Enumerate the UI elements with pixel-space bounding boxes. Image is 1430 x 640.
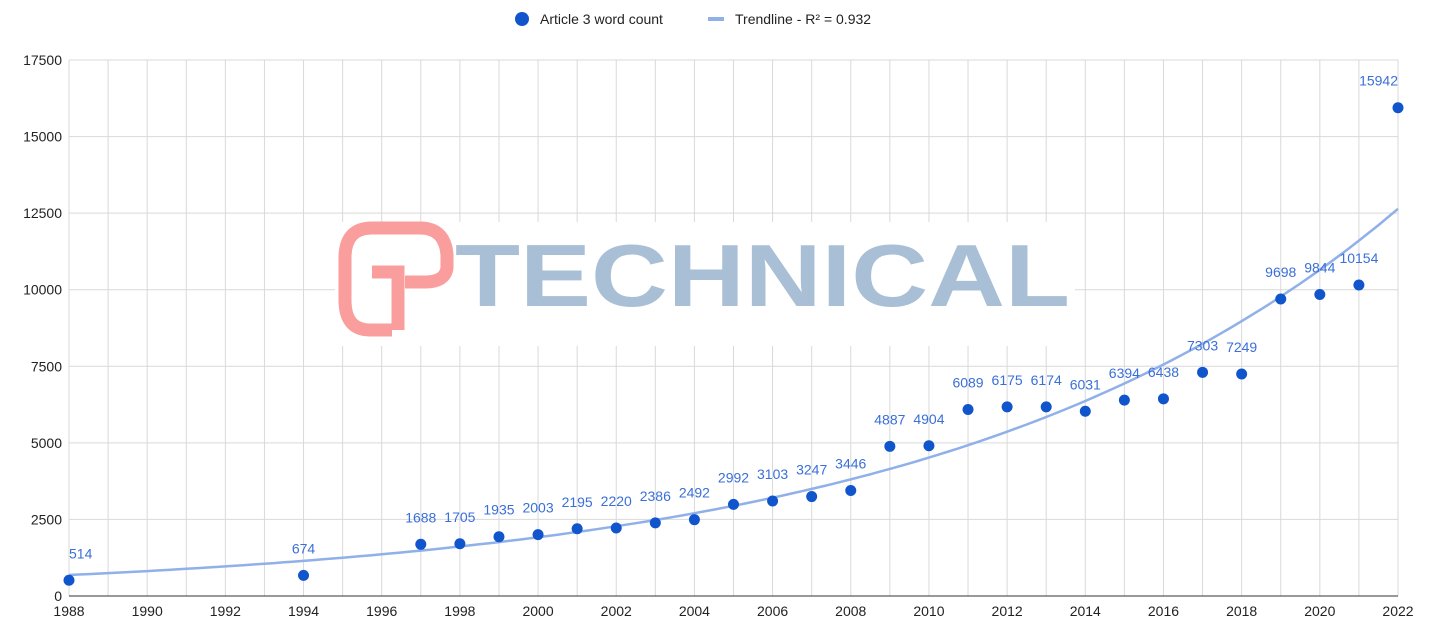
y-tick-label: 0	[54, 588, 62, 604]
legend-label-series: Article 3 word count	[540, 11, 663, 27]
data-label: 10154	[1339, 250, 1378, 266]
data-point	[610, 522, 622, 534]
data-labels: 514 674 1688 1705 1935 2003 2195 2220 2386 2492 29…	[69, 73, 1398, 562]
y-tick-label: 2500	[31, 511, 62, 527]
x-tick-label: 1994	[288, 603, 319, 619]
data-label: 7249	[1226, 339, 1257, 355]
data-label: 7303	[1187, 337, 1218, 353]
data-point	[63, 574, 75, 586]
data-point	[806, 491, 818, 503]
x-tick-label: 2004	[679, 603, 710, 619]
data-point	[532, 529, 544, 541]
x-tick-label: 2016	[1148, 603, 1179, 619]
legend-marker-trendline	[708, 17, 724, 21]
y-tick-label: 17500	[23, 52, 62, 68]
data-label: 1688	[405, 509, 436, 525]
data-label: 1935	[483, 502, 514, 518]
x-tick-label: 1990	[132, 603, 163, 619]
data-point	[962, 404, 974, 416]
data-label: 6175	[992, 372, 1023, 388]
x-tick-label: 2018	[1226, 603, 1257, 619]
data-point	[1275, 293, 1287, 305]
y-tick-label: 12500	[23, 205, 62, 221]
data-point	[1118, 394, 1130, 406]
x-tick-label: 2012	[992, 603, 1023, 619]
x-tick-label: 2020	[1304, 603, 1335, 619]
y-tick-label: 5000	[31, 435, 62, 451]
data-label: 2220	[601, 493, 632, 509]
data-point	[298, 569, 310, 581]
data-label: 514	[69, 545, 93, 561]
data-label: 6031	[1070, 376, 1101, 392]
data-label: 6174	[1031, 372, 1062, 388]
data-point	[454, 538, 466, 550]
data-point	[1079, 405, 1091, 417]
data-point	[571, 523, 583, 535]
data-label: 4887	[874, 411, 905, 427]
x-tick-label: 1996	[366, 603, 397, 619]
y-tick-label: 10000	[23, 282, 62, 298]
data-point	[649, 517, 661, 529]
data-point	[1001, 401, 1013, 413]
data-label: 2492	[679, 485, 710, 501]
x-tick-label: 2008	[835, 603, 866, 619]
data-point	[728, 498, 739, 510]
data-point	[884, 440, 896, 452]
data-label: 4904	[913, 411, 944, 427]
data-label: 6394	[1109, 365, 1140, 381]
data-label: 9844	[1304, 259, 1335, 275]
data-point	[1157, 393, 1169, 405]
legend: Article 3 word count Trendline - R² = 0.…	[515, 11, 871, 27]
data-label: 6089	[952, 375, 983, 391]
data-point	[1236, 368, 1248, 380]
data-point	[493, 531, 505, 543]
data-label: 2992	[718, 469, 749, 485]
x-tick-label: 2006	[757, 603, 788, 619]
legend-label-trendline: Trendline - R² = 0.932	[735, 11, 871, 27]
data-label: 6438	[1148, 364, 1179, 380]
data-label: 15942	[1359, 73, 1398, 89]
x-tick-label: 2010	[913, 603, 944, 619]
data-point	[845, 484, 857, 496]
data-points	[63, 102, 1404, 586]
y-tick-label: 7500	[31, 358, 62, 374]
axes: 0 2500 5000 7500 10000 12500 15000 17500 1988 199…	[23, 52, 1414, 619]
x-tick-label: 2002	[601, 603, 632, 619]
data-point	[1040, 401, 1052, 413]
data-label: 3247	[796, 462, 827, 478]
x-tick-label: 1998	[444, 603, 475, 619]
x-tick-label: 2022	[1382, 603, 1413, 619]
data-point	[415, 538, 427, 550]
data-label: 3446	[835, 455, 866, 471]
watermark-logo: TECHNICAL	[335, 221, 1075, 346]
data-label: 2386	[640, 488, 671, 504]
x-tick-label: 2014	[1070, 603, 1101, 619]
data-label: 9698	[1265, 264, 1296, 280]
data-point	[688, 514, 700, 526]
watermark-text: TECHNICAL	[455, 226, 1070, 325]
data-point	[1353, 279, 1365, 291]
data-point	[1314, 288, 1326, 300]
data-point	[767, 495, 779, 507]
data-label: 2003	[522, 500, 553, 516]
data-label: 2195	[562, 494, 593, 510]
data-label: 3103	[757, 466, 788, 482]
y-tick-label: 15000	[23, 129, 62, 145]
x-tick-label: 2000	[522, 603, 553, 619]
x-tick-label: 1988	[53, 603, 84, 619]
data-label: 674	[292, 540, 316, 556]
legend-marker-series	[515, 12, 529, 26]
data-point	[1392, 102, 1404, 114]
data-label: 1705	[444, 509, 475, 525]
data-point	[923, 440, 935, 452]
x-tick-label: 1992	[210, 603, 241, 619]
data-point	[1197, 366, 1209, 378]
